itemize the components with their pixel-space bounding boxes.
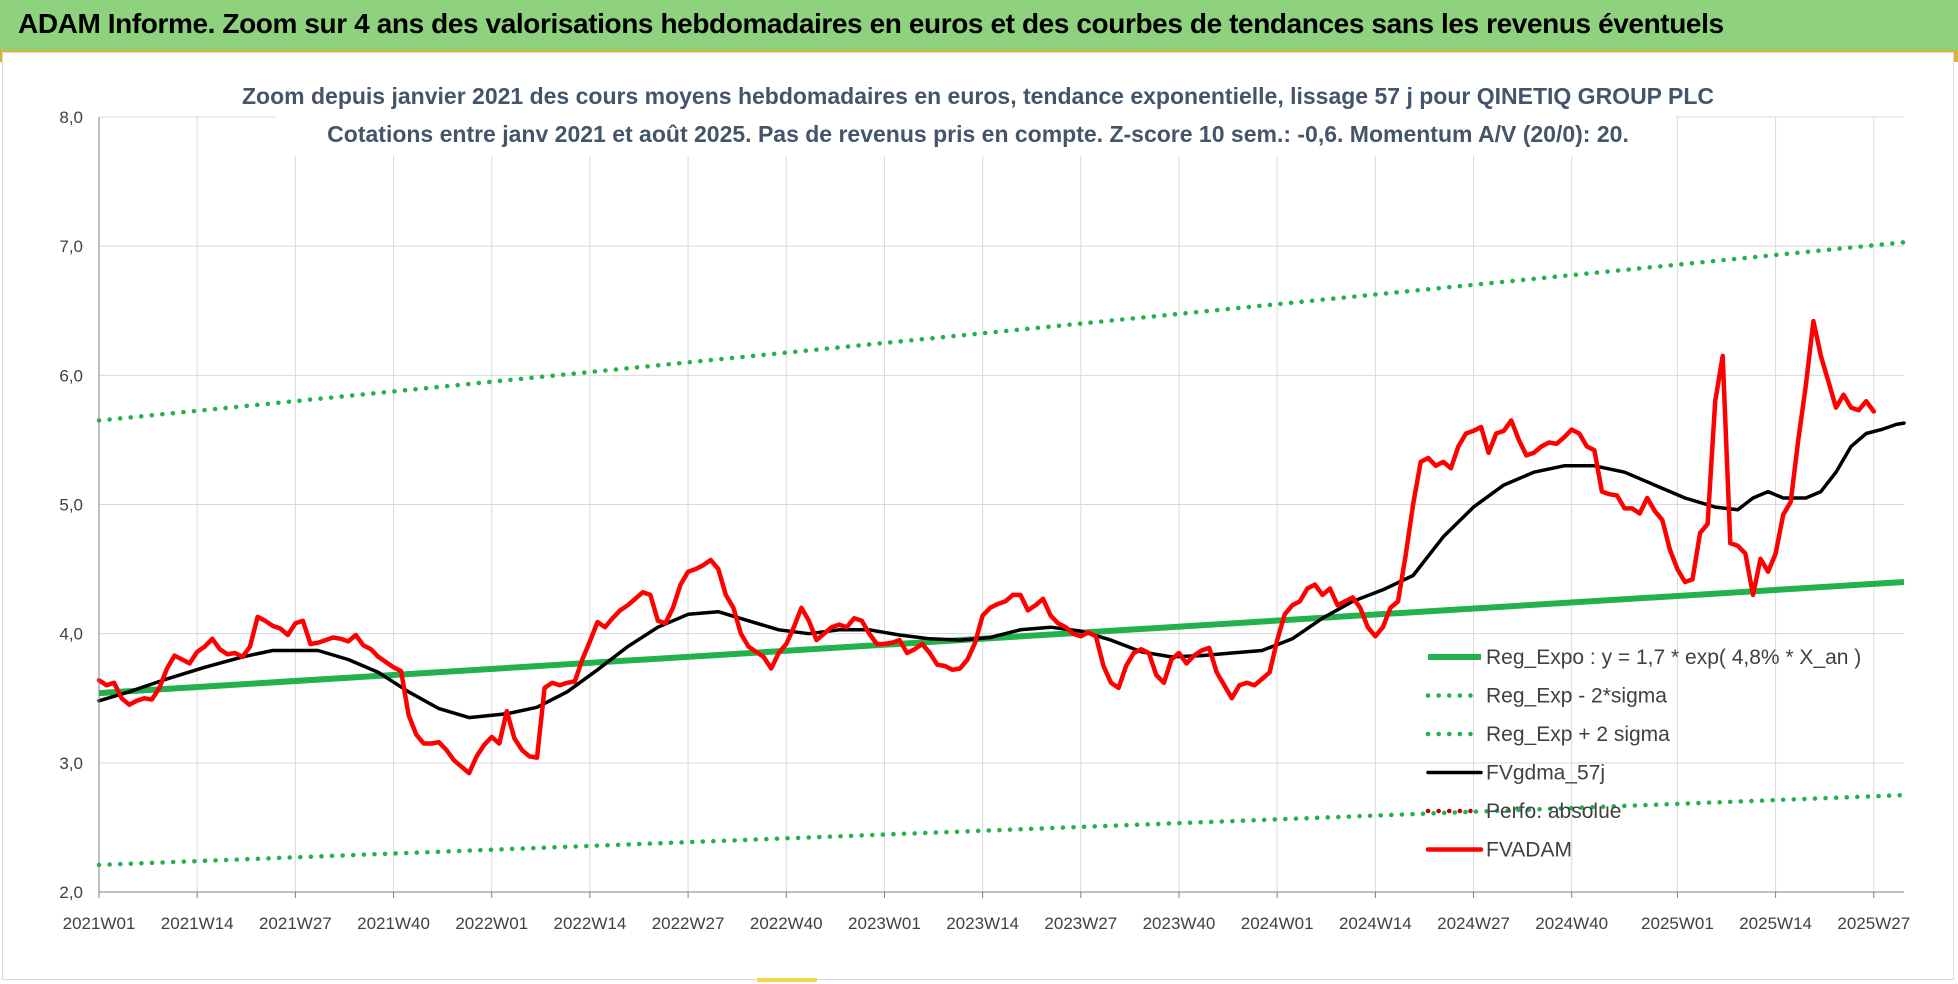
x-tick-label: 2021W27 [259,914,332,933]
x-tick-label: 2024W27 [1437,914,1510,933]
x-tick-label: 2022W40 [750,914,823,933]
x-tick-label: 2025W01 [1641,914,1714,933]
x-tick-label: 2023W14 [946,914,1019,933]
series-line-0 [98,579,1905,697]
x-tick-label: 2022W27 [652,914,725,933]
y-tick-label: 8,0 [59,108,83,127]
bottom-marker [757,978,817,982]
x-tick-label: 2022W01 [455,914,528,933]
x-tick-label: 2021W14 [161,914,234,933]
chart-axes: 2,0 3,0 4,0 5,0 6,0 7,0 8,0 2021W01 2021W14 2021W… [59,108,1910,933]
series-line-1 [96,792,1907,868]
series-line-3 [97,421,1906,720]
chart-grid [98,116,1904,893]
x-tick-label: 2025W27 [1837,914,1910,933]
x-tick-label: 2021W40 [357,914,430,933]
x-tick-label: 2025W14 [1739,914,1812,933]
y-tick-label: 5,0 [59,496,83,515]
legend-label-0: Reg_Expo : y = 1,7 * exp( 4,8% * X_an ) [1486,646,1861,669]
chart-subtitle: Cotations entre janv 2021 et août 2025. … [327,121,1629,147]
x-tick-label: 2023W27 [1044,914,1117,933]
chart-title-background [276,76,1676,156]
legend-label-4: Perfo. absolue [1486,800,1621,823]
legend-label-2: Reg_Exp + 2 sigma [1486,723,1670,746]
x-tick-label: 2023W40 [1143,914,1216,933]
x-tick-label: 2024W14 [1339,914,1412,933]
chart-frame [2,52,1954,980]
legend-label-1: Reg_Exp - 2*sigma [1486,685,1667,708]
x-tick-label: 2024W01 [1241,914,1314,933]
chart-series-lines [96,240,1907,868]
y-tick-label: 2,0 [59,883,83,902]
legend-label-3: FVgdma_57j [1486,762,1605,785]
y-tick-label: 3,0 [59,754,83,773]
chart-title: Zoom depuis janvier 2021 des cours moyen… [242,83,1714,109]
y-tick-label: 6,0 [59,366,83,385]
frame-corner-right [1954,50,1958,62]
x-tick-label: 2023W01 [848,914,921,933]
x-tick-label: 2021W01 [63,914,136,933]
x-tick-label: 2024W40 [1535,914,1608,933]
x-tick-label: 2022W14 [554,914,627,933]
chart-legend: Reg_Expo : y = 1,7 * exp( 4,8% * X_an ) R… [1425,646,1861,862]
legend-label-5: FVADAM [1486,839,1572,862]
series-line-5 [96,318,1877,776]
y-tick-label: 4,0 [59,625,83,644]
report-banner: ADAM Informe. Zoom sur 4 ans des valoris… [0,0,1958,52]
series-line-2 [96,240,1907,423]
report-title: ADAM Informe. Zoom sur 4 ans des valoris… [18,8,1724,39]
y-tick-label: 7,0 [59,237,83,256]
